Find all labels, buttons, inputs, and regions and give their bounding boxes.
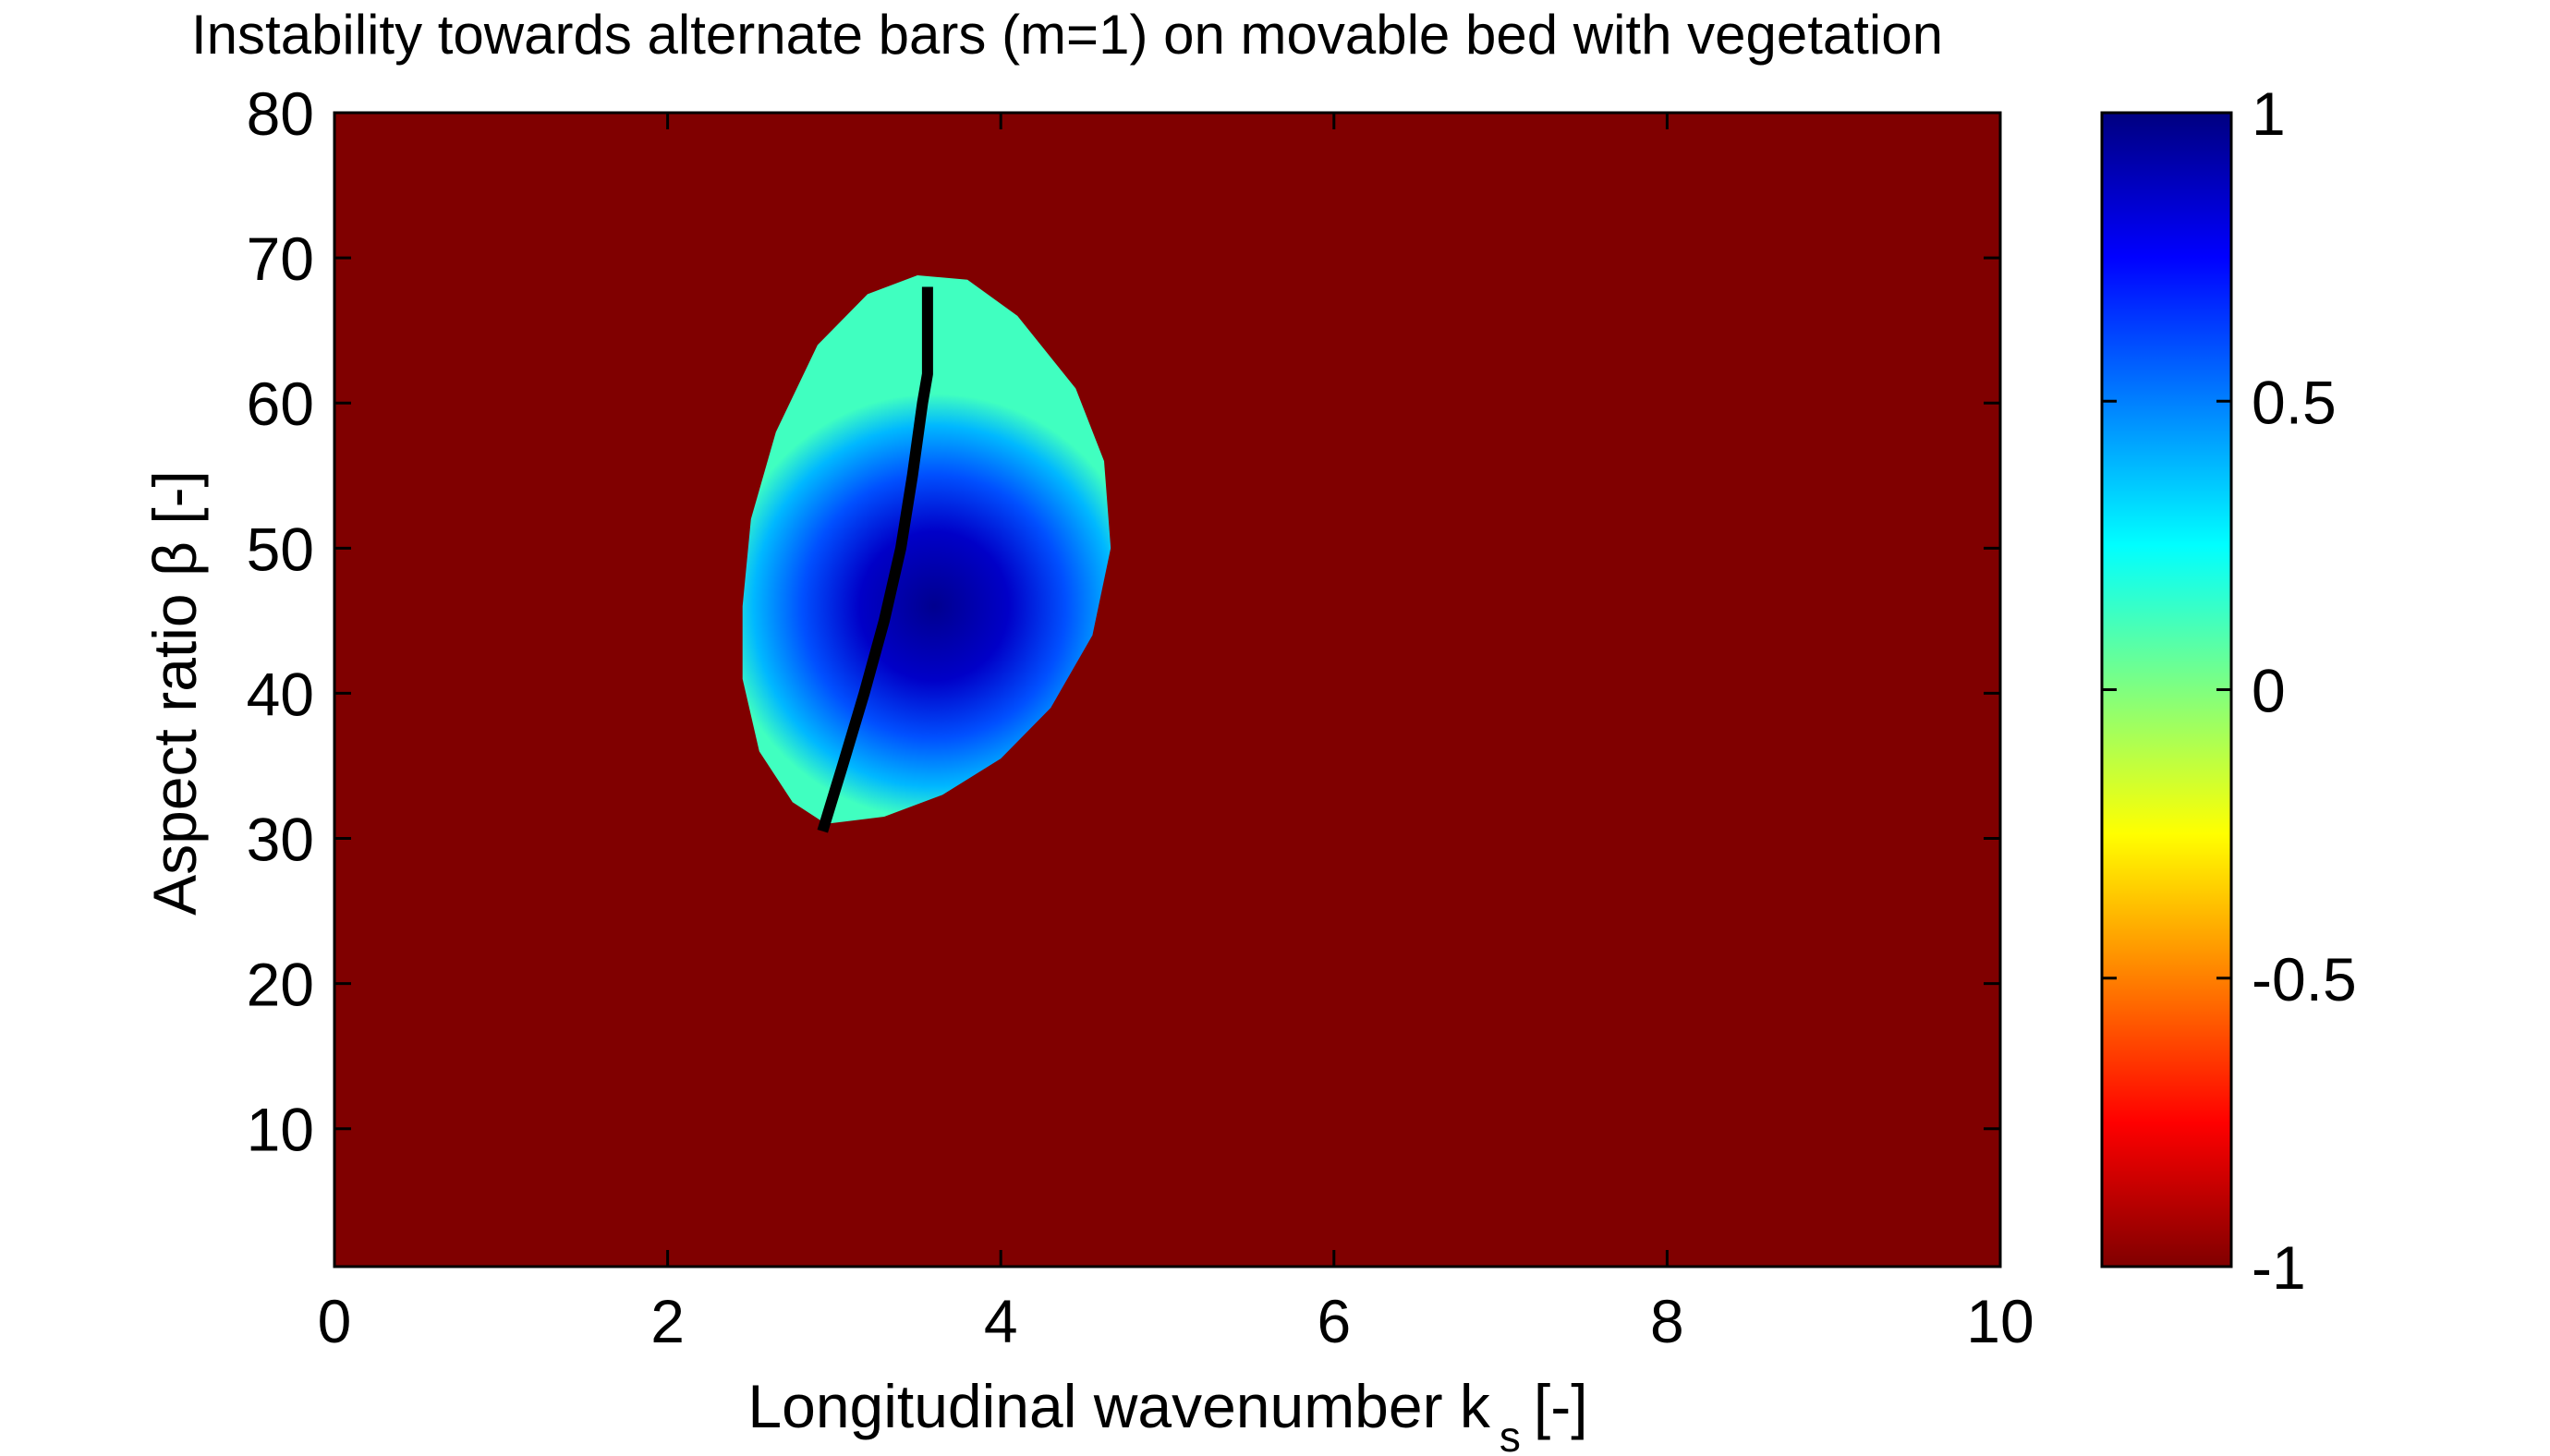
y-tick-label: 20	[247, 951, 314, 1019]
x-axis-label: Longitudinal wavenumber k s [-]	[747, 1372, 1587, 1456]
x-tick-label: 4	[984, 1287, 1018, 1355]
x-axis-label-subscript: s	[1500, 1413, 1521, 1456]
plot-frame	[333, 111, 2002, 1268]
chart-title: Instability towards alternate bars (m=1)…	[191, 4, 1943, 66]
colorbar-tick-label: -0.5	[2252, 945, 2357, 1013]
colorbar-tick-label: -1	[2252, 1233, 2306, 1302]
x-tick-label: 8	[1650, 1287, 1684, 1355]
x-tick-label: 0	[318, 1287, 352, 1355]
colorbar-tick-label: 0.5	[2252, 368, 2337, 436]
colorbar-ticks: -1 -0.5 0 0.5 1	[2102, 79, 2357, 1302]
x-axis-label-suffix: [-]	[1534, 1372, 1588, 1440]
colorbar-tick-label: 1	[2252, 79, 2286, 148]
y-tick-label: 50	[247, 515, 314, 583]
colorbar-scale	[2100, 111, 2233, 1268]
plot-area: 0 2 4 6 8 10 10 20 30 40 50 60 70 80	[247, 79, 2034, 1355]
y-tick-label: 10	[247, 1096, 314, 1164]
y-tick-label: 70	[247, 224, 314, 293]
y-axis-ticks: 10 20 30 40 50 60 70 80	[247, 79, 2000, 1164]
y-tick-label: 60	[247, 370, 314, 438]
x-tick-label: 2	[650, 1287, 685, 1355]
y-tick-label: 30	[247, 806, 314, 874]
max-growth-curve	[817, 286, 933, 833]
x-tick-label: 6	[1317, 1287, 1351, 1355]
y-tick-label: 80	[247, 79, 314, 148]
x-axis-label-main: Longitudinal wavenumber k	[747, 1372, 1491, 1440]
y-axis-label: Aspect ratio β [-]	[140, 470, 209, 916]
heatmap-background	[334, 113, 2000, 1267]
y-tick-label: 40	[247, 660, 314, 728]
instability-region	[742, 275, 1111, 824]
colorbar: -1 -0.5 0 0.5 1	[2100, 79, 2357, 1302]
x-axis-ticks: 0 2 4 6 8 10	[318, 113, 2034, 1355]
colorbar-tick-label: 0	[2252, 657, 2286, 725]
x-tick-label: 10	[1966, 1287, 2034, 1355]
